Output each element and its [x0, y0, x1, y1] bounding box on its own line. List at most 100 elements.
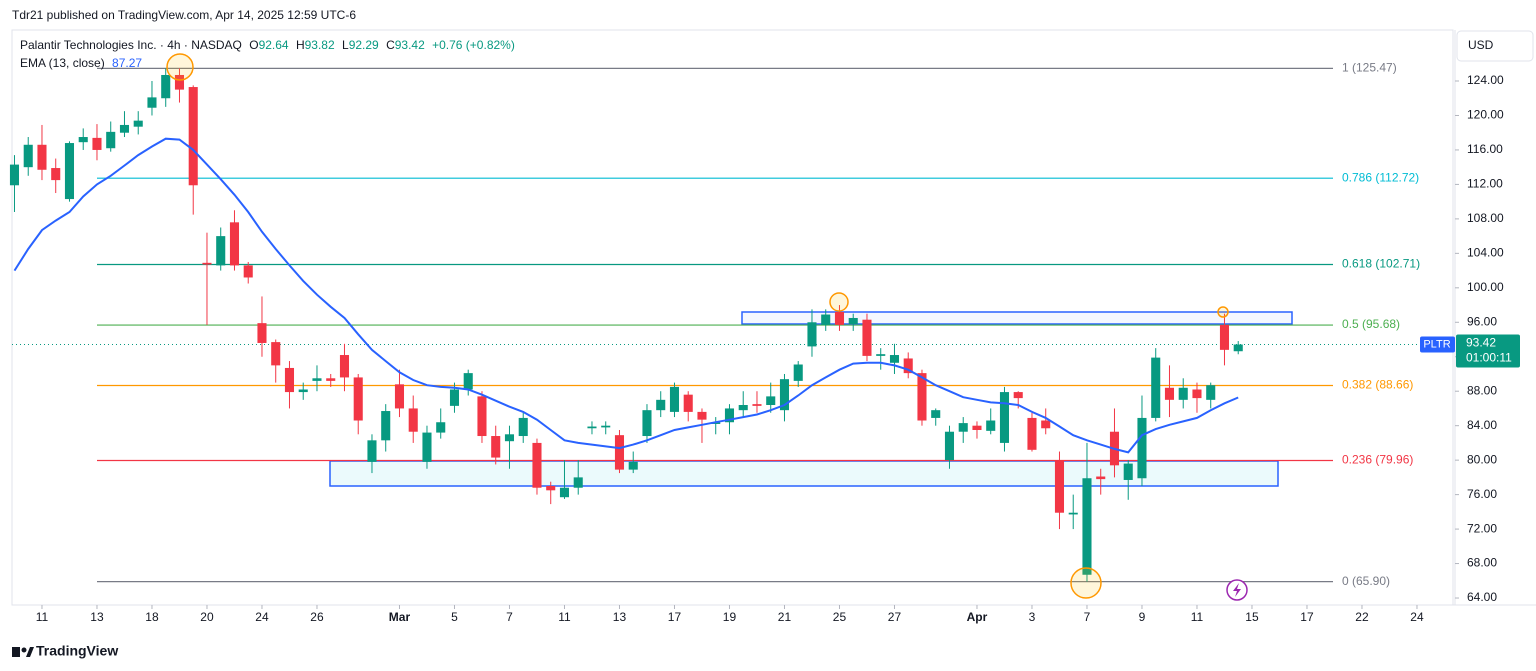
- candle-body: [656, 399, 666, 411]
- y-tick-label: 84.00: [1467, 418, 1497, 432]
- x-tick-label: Mar: [389, 610, 411, 624]
- x-tick-label: 26: [310, 610, 324, 624]
- x-tick-label: 19: [723, 610, 737, 624]
- candle-body: [64, 143, 75, 200]
- candle-body: [1068, 512, 1078, 515]
- x-tick-label: 13: [90, 610, 104, 624]
- candle-body: [986, 420, 996, 431]
- ticker: PLTR: [1423, 338, 1450, 350]
- candle-body: [1137, 417, 1147, 479]
- candle-body: [876, 354, 886, 356]
- candle-body: [1013, 392, 1023, 399]
- y-tick-label: 80.00: [1467, 452, 1497, 466]
- symbol: Palantir Technologies Inc. · 4h · NASDAQ: [20, 38, 242, 52]
- candle-body: [436, 422, 446, 433]
- x-tick-label: Apr: [967, 610, 988, 624]
- x-tick-label: 5: [451, 610, 458, 624]
- candle-body: [807, 322, 817, 347]
- candle-body: [491, 436, 501, 458]
- candle-body: [271, 342, 281, 366]
- candle-body: [381, 411, 391, 441]
- candle-body: [601, 425, 611, 428]
- high-marker: [166, 53, 194, 81]
- price-tag-label: 93.42: [1466, 336, 1496, 350]
- plot-frame: [11, 29, 1454, 606]
- candle-body: [229, 222, 240, 266]
- y-tick-label: 100.00: [1467, 280, 1504, 294]
- currency-box[interactable]: [1456, 30, 1534, 62]
- y-tick-label: 120.00: [1467, 108, 1504, 122]
- candle-body: [752, 404, 762, 406]
- fib-label: 0.236 (79.96): [1342, 453, 1413, 467]
- indicator-name: EMA (13, close): [20, 56, 105, 70]
- candle-body: [1096, 476, 1106, 480]
- candle-body: [504, 434, 515, 442]
- candle-body: [546, 486, 556, 491]
- x-tick-label: 24: [1410, 610, 1424, 624]
- candle-body: [243, 265, 253, 278]
- candle-body: [9, 164, 20, 186]
- fib-label: 0 (65.90): [1342, 574, 1390, 588]
- candle-body: [119, 124, 130, 133]
- candle-body: [889, 355, 900, 363]
- candle-body: [23, 144, 33, 168]
- ohlc-value: 92.29: [348, 38, 379, 52]
- support-zone: [329, 460, 1279, 487]
- candle-body: [1151, 357, 1161, 418]
- candle-body: [862, 319, 872, 356]
- candle-body: [257, 323, 267, 343]
- change: +0.76 (+0.82%): [432, 38, 515, 52]
- fib-label: 0.5 (95.68): [1342, 317, 1400, 331]
- candle-body: [1123, 463, 1133, 480]
- candle-body: [51, 168, 61, 181]
- candle-body: [793, 364, 803, 381]
- x-tick-label: 11: [36, 610, 49, 624]
- candle-body: [532, 442, 542, 488]
- ohlc-value: 93.82: [304, 38, 335, 52]
- candle-body: [614, 435, 625, 470]
- candle-body: [188, 87, 198, 186]
- x-tick-label: 24: [255, 610, 269, 624]
- candle-body: [1027, 417, 1037, 450]
- price-tag: [1456, 334, 1520, 368]
- candle-body: [834, 311, 845, 325]
- logo-part: [21, 647, 27, 653]
- candle-body: [779, 379, 790, 411]
- fib-label: 1 (125.47): [1342, 61, 1397, 75]
- candle-body: [367, 440, 377, 462]
- candle-body: [573, 477, 583, 488]
- candle-body: [766, 396, 776, 406]
- ohlc-value: 92.64: [258, 38, 289, 52]
- candle-body: [903, 358, 913, 374]
- candle-body: [518, 417, 528, 437]
- candle-body: [628, 461, 638, 470]
- candle-body: [821, 314, 831, 325]
- x-tick-label: 15: [1245, 610, 1259, 624]
- y-tick-label: 88.00: [1467, 383, 1497, 397]
- candle-body: [944, 431, 955, 461]
- currency: USD: [1468, 38, 1494, 52]
- candle-body: [1054, 461, 1065, 513]
- peak-marker: [829, 292, 849, 312]
- candle-body: [449, 389, 460, 406]
- x-tick-label: 3: [1029, 610, 1036, 624]
- y-tick-label: 112.00: [1467, 177, 1503, 191]
- candle-body: [298, 389, 308, 393]
- candle-body: [284, 367, 295, 393]
- candle-body: [326, 378, 336, 381]
- candle-body: [972, 425, 982, 430]
- y-tick-label: 124.00: [1467, 73, 1504, 87]
- candle-body: [559, 487, 570, 498]
- candle-body: [1164, 387, 1175, 400]
- published-line: Tdr21 published on TradingView.com, Apr …: [12, 8, 356, 22]
- candle-body: [37, 144, 47, 170]
- x-tick-label: 11: [558, 610, 571, 624]
- candle-body: [1206, 385, 1216, 400]
- candle-body: [422, 432, 432, 462]
- candle-body: [394, 384, 405, 409]
- candle-body: [738, 405, 748, 411]
- candle-body: [642, 410, 652, 437]
- candle-body: [477, 396, 487, 437]
